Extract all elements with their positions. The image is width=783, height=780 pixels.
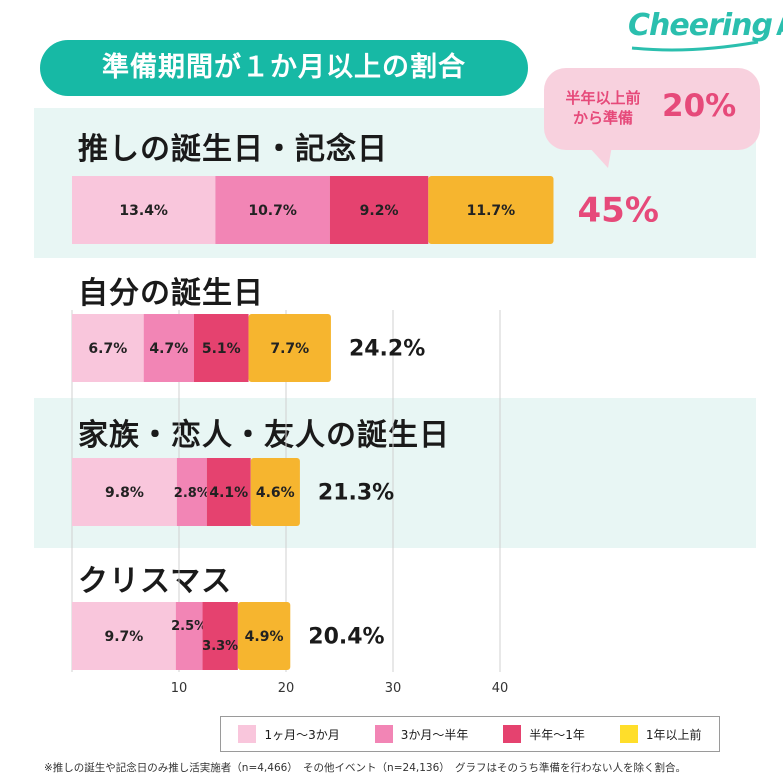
logo-suffix: AD (776, 13, 783, 41)
brand-logo: CheeringAD (628, 8, 783, 52)
callout-bubble: 半年以上前 から準備 20% (544, 68, 760, 168)
bar-label-4-2: 2.5% (171, 619, 207, 634)
bar-4-3 (202, 602, 238, 670)
bar-4-1 (72, 602, 176, 670)
bar-2-3 (193, 314, 249, 382)
legend-label-2: 3か月〜半年 (400, 727, 469, 742)
bar-2-2 (143, 314, 194, 382)
legend-label-4: 1年以上前 (645, 727, 702, 742)
category-label-1: 推しの誕生日・記念日 (78, 132, 388, 167)
legend-item-1: 1ヶ月〜3か月 (238, 725, 340, 743)
category-label-2: 自分の誕生日 (78, 276, 264, 311)
bar-label-2-4: 7.7% (270, 341, 309, 357)
x-tick-label-10: 10 (171, 681, 188, 696)
x-tick-label-40: 40 (492, 681, 509, 696)
bar-label-2-1: 6.7% (88, 341, 127, 357)
callout-text-line2: から準備 (572, 109, 633, 127)
bar-label-4-3: 3.3% (202, 639, 238, 654)
category-label-4: クリスマス (78, 564, 233, 599)
bar-label-1-3: 9.2% (360, 203, 399, 219)
bar-3-1 (72, 458, 177, 526)
bar-2-1 (72, 314, 144, 382)
logo-text: Cheering (628, 8, 773, 43)
bar-1-1 (72, 176, 216, 244)
callout-text: 半年以上前 から準備 (562, 88, 644, 128)
bar-label-2-3: 5.1% (202, 341, 241, 357)
total-label-3: 21.3% (318, 480, 394, 505)
callout-value: 20% (662, 88, 737, 124)
bar-label-3-3: 4.1% (209, 485, 248, 501)
legend-item-4: 1年以上前 (619, 725, 702, 743)
category-label-3: 家族・恋人・友人の誕生日 (78, 418, 450, 453)
bar-3-3 (206, 458, 251, 526)
bar-3-2 (176, 458, 207, 526)
bar-4-2 (175, 602, 203, 670)
total-label-4: 20.4% (308, 624, 384, 649)
bar-label-3-1: 9.8% (105, 485, 144, 501)
callout-text-line1: 半年以上前 (565, 89, 641, 107)
legend-item-3: 半年〜1年 (503, 725, 585, 743)
total-label-1: 45% (578, 190, 659, 230)
total-label-2: 24.2% (349, 336, 425, 361)
stacked-bar-chart: 10 20 30 40 13.4% 10.7% 9.2% 11.7% 45% 6.7% 4.7% 5.… (71, 176, 659, 696)
legend-swatch-1 (238, 725, 257, 743)
bar-label-4-1: 9.7% (104, 629, 143, 645)
bar-1-3 (329, 176, 429, 244)
legend-swatch-2 (374, 725, 393, 743)
legend-item-2: 3か月〜半年 (374, 725, 469, 743)
logo-swoosh-icon (631, 40, 759, 52)
bar-label-1-1: 13.4% (119, 203, 168, 219)
bar-4-4 (237, 602, 291, 670)
page-title: 準備期間が１か月以上の割合 (40, 40, 528, 96)
bar-1-4 (428, 176, 554, 244)
x-tick-label-30: 30 (385, 681, 402, 696)
chart-legend: 1ヶ月〜3か月 3か月〜半年 半年〜1年 1年以上前 (220, 716, 720, 752)
legend-swatch-3 (503, 725, 522, 743)
bar-label-3-2: 2.8% (174, 486, 210, 501)
x-tick-label-20: 20 (278, 681, 295, 696)
bar-label-2-2: 4.7% (149, 341, 188, 357)
legend-label-3: 半年〜1年 (529, 727, 585, 742)
legend-swatch-4 (619, 725, 638, 743)
bar-3-4 (250, 458, 300, 526)
bar-label-1-4: 11.7% (467, 203, 516, 219)
bar-1-2 (215, 176, 330, 244)
bar-2-4 (248, 314, 331, 382)
footnote: ※推しの誕生や記念日のみ推し活実施者（n=4,466） その他イベント（n=24… (44, 762, 686, 774)
bar-label-1-2: 10.7% (248, 203, 297, 219)
bar-label-4-4: 4.9% (245, 629, 284, 645)
bar-label-3-4: 4.6% (256, 485, 295, 501)
legend-label-1: 1ヶ月〜3か月 (264, 727, 340, 742)
